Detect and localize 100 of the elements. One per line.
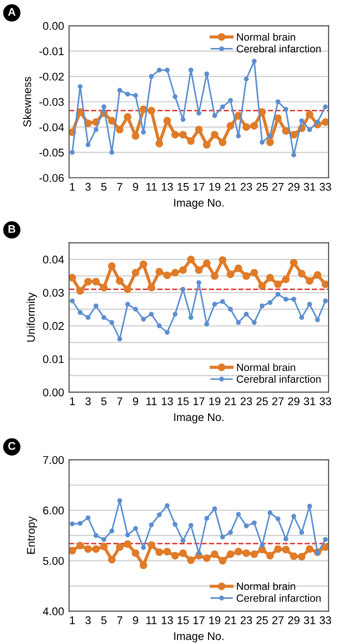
point xyxy=(70,298,75,304)
point xyxy=(117,336,122,342)
x-tick-label: 9 xyxy=(132,397,138,406)
point xyxy=(291,152,296,158)
point xyxy=(314,271,322,279)
y-tick-label: 5.00 xyxy=(43,556,64,565)
x-tick-label: 29 xyxy=(288,397,300,406)
point xyxy=(226,550,234,558)
point xyxy=(125,532,130,538)
point xyxy=(210,550,218,558)
point xyxy=(100,542,108,550)
point xyxy=(84,545,92,553)
point xyxy=(307,127,312,132)
point xyxy=(94,303,98,308)
point xyxy=(307,504,312,509)
x-tick-label: 3 xyxy=(85,397,91,406)
point xyxy=(242,123,250,131)
point xyxy=(141,130,146,135)
point xyxy=(140,561,148,570)
y-tick-label: 0.01 xyxy=(43,355,64,364)
point xyxy=(236,320,241,325)
point xyxy=(260,140,265,145)
point xyxy=(76,542,84,550)
x-axis-title: Image No. xyxy=(174,198,224,209)
x-tick-label: 25 xyxy=(256,397,268,406)
point xyxy=(274,545,282,553)
point xyxy=(155,268,164,276)
point xyxy=(108,116,116,125)
point xyxy=(228,306,233,312)
x-tick-label: 17 xyxy=(194,616,204,624)
point xyxy=(196,550,202,556)
x-tick-label: 27 xyxy=(272,182,284,191)
point xyxy=(188,68,194,73)
y-tick-label: 0.02 xyxy=(43,322,64,330)
y-tick-label: 0.00 xyxy=(43,22,64,30)
point xyxy=(140,260,148,268)
point xyxy=(124,540,132,548)
point xyxy=(306,110,314,118)
point xyxy=(290,258,298,267)
x-tick-label: 13 xyxy=(162,397,173,406)
point xyxy=(94,533,98,538)
point xyxy=(70,150,75,155)
point xyxy=(109,528,114,534)
y-tick-label: -0.05 xyxy=(39,148,64,157)
point xyxy=(116,126,124,134)
point xyxy=(196,280,202,286)
x-tick-label: 19 xyxy=(209,182,220,191)
point xyxy=(195,266,203,274)
point xyxy=(252,520,257,526)
x-tick-label: 1 xyxy=(70,183,75,191)
x-tick-label: 15 xyxy=(178,397,189,406)
point xyxy=(252,320,257,325)
x-tick-label: 25 xyxy=(256,616,268,624)
point xyxy=(188,315,194,320)
point xyxy=(187,556,195,564)
point xyxy=(148,284,156,292)
point xyxy=(163,548,172,556)
x-tick-label: 13 xyxy=(162,182,173,191)
point xyxy=(220,299,225,304)
x-tick-label: 9 xyxy=(132,182,138,191)
x-tick-label: 15 xyxy=(178,616,189,624)
point xyxy=(250,268,258,276)
x-tick-label: 17 xyxy=(194,397,204,406)
point xyxy=(220,534,225,540)
point xyxy=(109,320,114,325)
x-tick-label: 5 xyxy=(101,616,107,624)
y-axis-title: Uniformity xyxy=(26,292,38,342)
point xyxy=(148,74,154,79)
point xyxy=(218,138,226,146)
x-tick-label: 31 xyxy=(304,182,316,191)
point xyxy=(236,134,241,138)
point xyxy=(228,530,233,535)
point xyxy=(148,312,154,317)
y-tick-label: 4.00 xyxy=(42,607,64,616)
x-tick-label: 11 xyxy=(146,397,157,406)
point xyxy=(299,118,304,124)
point xyxy=(307,302,312,307)
point xyxy=(101,104,106,110)
point xyxy=(276,516,280,522)
y-tick-label: 0.03 xyxy=(43,288,64,297)
point xyxy=(155,548,164,556)
y-tick-label: -0.03 xyxy=(39,98,64,106)
point xyxy=(306,545,314,553)
y-tick-label: -0.06 xyxy=(39,174,64,182)
point xyxy=(298,270,306,278)
point xyxy=(155,140,164,148)
point xyxy=(180,286,186,292)
point xyxy=(236,512,241,517)
point xyxy=(218,256,226,264)
point xyxy=(315,550,320,556)
x-tick-label: 19 xyxy=(209,616,220,624)
point xyxy=(148,541,156,549)
point xyxy=(171,552,179,560)
text: A xyxy=(8,8,16,16)
point xyxy=(210,130,218,138)
point xyxy=(234,264,242,272)
x-tick-label: 3 xyxy=(85,182,91,191)
point xyxy=(195,126,203,134)
point xyxy=(266,552,274,560)
point xyxy=(315,120,320,124)
